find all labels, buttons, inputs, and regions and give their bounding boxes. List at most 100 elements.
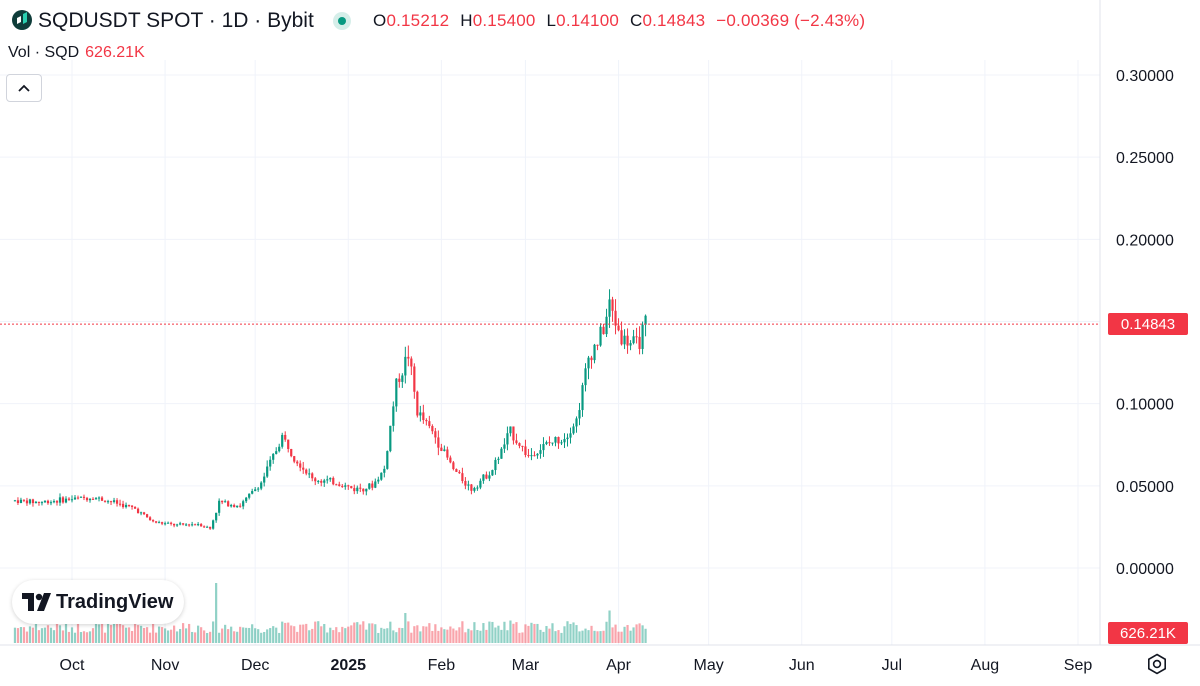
candle-body	[118, 503, 122, 505]
candle-body	[545, 442, 548, 445]
candle	[485, 471, 488, 480]
candle	[28, 498, 32, 505]
x-tick-label: Sep	[1064, 657, 1093, 674]
candle	[203, 525, 206, 528]
volume-bar	[335, 627, 338, 643]
volume-bar	[395, 632, 398, 643]
candle	[151, 519, 155, 523]
candle-body	[106, 501, 110, 503]
candle	[356, 485, 359, 494]
volume-bar	[52, 630, 56, 643]
candle	[404, 346, 407, 384]
volume-bar	[422, 626, 425, 643]
candle	[608, 289, 611, 328]
volume-bar	[452, 628, 455, 643]
volume-bar	[55, 622, 59, 643]
volume-bar	[13, 627, 17, 643]
candle-body	[368, 483, 371, 489]
candle	[572, 423, 575, 435]
candle-body	[302, 467, 305, 470]
volume-bar	[173, 625, 176, 643]
volume-bar	[491, 621, 494, 643]
candle	[590, 355, 593, 369]
volume-bar	[521, 632, 524, 643]
candle	[179, 521, 182, 526]
candle	[212, 519, 215, 530]
candle-body	[527, 454, 530, 456]
candle-body	[70, 499, 74, 501]
candle-body	[590, 357, 593, 361]
candle-body	[242, 501, 245, 507]
candle	[79, 496, 83, 498]
candle	[401, 373, 404, 388]
bybit-logo-icon	[12, 10, 32, 30]
candle-body	[112, 500, 116, 502]
candle	[58, 493, 62, 506]
candle-body	[536, 453, 539, 456]
volume-bar	[169, 629, 173, 643]
volume-bar	[347, 626, 350, 643]
candle	[121, 500, 125, 509]
candle	[536, 453, 539, 459]
volume-bar	[88, 631, 92, 643]
candle	[136, 507, 140, 514]
candle	[518, 442, 521, 449]
gear-icon[interactable]	[1146, 653, 1168, 675]
candle-body	[332, 477, 335, 485]
candle	[563, 433, 566, 449]
volume-bar	[476, 630, 479, 643]
candle	[127, 504, 131, 508]
volume-bar	[22, 627, 26, 643]
candle	[410, 356, 413, 376]
volume-bar	[446, 629, 449, 643]
candle	[320, 479, 323, 487]
candle-body	[548, 442, 551, 444]
tradingview-badge[interactable]: TradingView	[12, 580, 184, 624]
volume-bar	[299, 624, 302, 643]
x-tick-label: Jun	[789, 657, 815, 674]
candle	[25, 497, 29, 506]
volume-bar	[623, 626, 626, 643]
candle-body	[599, 326, 602, 346]
candle-body	[518, 443, 521, 446]
candle-body	[335, 484, 338, 486]
candle	[260, 481, 263, 491]
candle-body	[434, 431, 437, 438]
candle	[148, 516, 152, 521]
volume-bar	[91, 628, 95, 643]
candle	[311, 472, 314, 482]
candle	[37, 501, 41, 506]
candle-body	[503, 444, 506, 449]
volume-bar	[329, 627, 332, 643]
candle	[557, 436, 560, 449]
candle	[506, 426, 509, 451]
candle	[545, 440, 548, 446]
candle	[347, 484, 350, 490]
candle-body	[428, 421, 431, 427]
candle	[473, 486, 476, 493]
candle-body	[305, 469, 308, 474]
volume-bar	[154, 632, 158, 643]
candle	[254, 487, 257, 492]
symbol-title[interactable]: SQDUSDT SPOT · 1D · Bybit	[38, 9, 314, 32]
volume-bar	[593, 630, 596, 643]
candle	[533, 451, 536, 457]
volume-bar	[635, 624, 638, 643]
collapse-legend-button[interactable]	[6, 74, 42, 102]
candle	[88, 497, 92, 503]
candle-body	[554, 437, 557, 443]
candle-body	[350, 486, 353, 489]
candle-body	[215, 512, 218, 521]
candle-body	[626, 335, 629, 346]
volume-bar	[539, 629, 542, 643]
volume-bar	[157, 626, 161, 643]
candle	[317, 479, 320, 484]
volume-bar	[103, 632, 107, 643]
volume-bar	[43, 627, 47, 643]
candle	[449, 455, 452, 464]
market-status-icon[interactable]	[333, 12, 351, 30]
volume-bar	[64, 621, 68, 643]
volume-bar	[266, 629, 269, 643]
